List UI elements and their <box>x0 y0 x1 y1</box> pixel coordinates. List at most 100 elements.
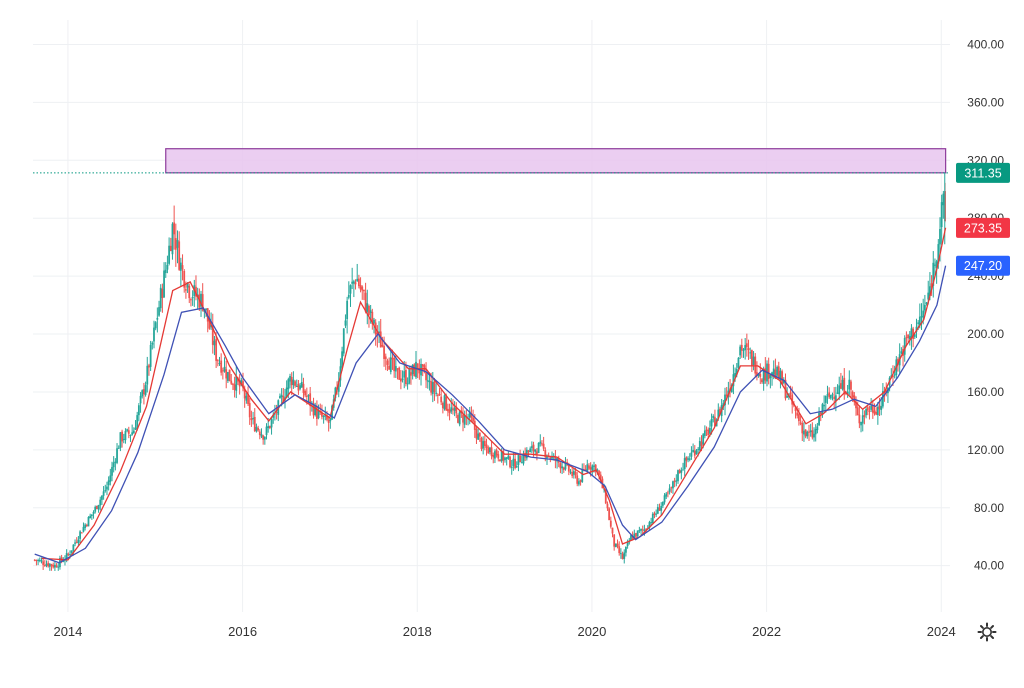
chart-settings-button[interactable] <box>975 620 999 644</box>
candle-body <box>85 524 88 526</box>
candle-body <box>940 202 943 228</box>
candle-body <box>796 412 799 416</box>
candle-body <box>616 543 619 547</box>
candle-body <box>749 352 752 354</box>
candle-body <box>777 366 780 379</box>
candle-body <box>275 411 278 413</box>
candle-body <box>818 412 820 426</box>
candle-body <box>510 466 513 468</box>
candle-body <box>811 430 814 438</box>
candle-body <box>719 408 721 415</box>
candle-body <box>97 504 100 510</box>
candle-body <box>655 513 658 515</box>
candle-body <box>939 229 941 245</box>
x-tick-label: 2014 <box>53 624 82 639</box>
candle-body <box>937 244 940 264</box>
candle-body <box>52 565 55 568</box>
candle-body <box>262 435 265 440</box>
candle-body <box>571 471 574 476</box>
candle-body <box>814 429 817 435</box>
candle-body <box>638 530 641 532</box>
candle-body <box>334 387 337 399</box>
candle-body <box>522 454 525 464</box>
candle-body <box>490 447 493 457</box>
candle-body <box>648 522 651 528</box>
candle-body <box>445 396 448 411</box>
candle-body <box>354 282 357 285</box>
candle-body <box>678 470 681 474</box>
candle-body <box>359 285 362 290</box>
candle-body <box>920 316 923 318</box>
candle-body <box>744 345 747 351</box>
candle-body <box>351 281 354 284</box>
candle-body <box>633 533 636 538</box>
candle-body <box>280 394 283 398</box>
candle-body <box>270 419 273 428</box>
candle-body <box>185 289 187 291</box>
candle-body <box>772 368 775 375</box>
candle-body <box>537 442 540 454</box>
x-tick-label: 2024 <box>927 624 956 639</box>
candle-body <box>658 507 661 511</box>
candle-body <box>643 529 646 531</box>
candle-body <box>364 292 367 312</box>
candle-body <box>205 308 207 310</box>
candle-body <box>690 452 693 457</box>
x-tick-label: 2018 <box>403 624 432 639</box>
candle-body <box>663 495 666 503</box>
candle-body <box>431 381 434 395</box>
candle-body <box>764 368 767 381</box>
candle-body <box>809 430 812 433</box>
candle-body <box>139 395 142 404</box>
y-tick-label: 160.00 <box>967 385 1004 399</box>
candle-body <box>507 455 510 459</box>
candle-body <box>900 351 903 354</box>
candle-body <box>761 379 763 383</box>
candle-body <box>709 428 711 434</box>
candle-body <box>438 394 441 396</box>
candle-body <box>168 245 171 264</box>
candle-body <box>942 193 945 206</box>
candle-body <box>255 426 258 432</box>
moving-average-fast-line <box>41 227 947 561</box>
candle-body <box>497 454 500 459</box>
candle-body <box>250 418 253 421</box>
candle-body <box>121 431 123 442</box>
candle-body <box>542 443 545 449</box>
candle-body <box>801 423 804 434</box>
y-tick-label: 80.00 <box>974 501 1004 515</box>
candle-body <box>677 470 679 482</box>
candle-body <box>546 456 548 459</box>
candle-body <box>349 285 352 294</box>
candle-body <box>126 429 129 431</box>
candle-body <box>408 369 411 384</box>
candle-body <box>450 407 453 412</box>
candle-body <box>782 380 785 383</box>
candle-body <box>104 490 107 492</box>
candle-body <box>823 405 826 407</box>
candle-body <box>907 334 909 339</box>
candle-body <box>834 395 837 402</box>
candle-body <box>151 342 154 345</box>
candle-body <box>843 377 846 395</box>
candle-body <box>153 327 155 342</box>
candle-body <box>225 369 228 379</box>
candle-body <box>223 366 226 372</box>
candle-body <box>346 300 349 320</box>
candle-body <box>757 373 760 377</box>
candle-body <box>682 469 684 471</box>
candle-body <box>161 288 164 299</box>
candle-body <box>114 461 117 463</box>
candle-body <box>55 565 58 568</box>
ma-fast-badge <box>956 217 1010 238</box>
candle-body <box>74 542 76 544</box>
candle-body <box>530 446 533 448</box>
candle-body <box>379 331 382 348</box>
candle-body <box>609 520 612 527</box>
candle-body <box>710 419 713 427</box>
candle-body <box>804 429 807 437</box>
candle-body <box>285 387 288 398</box>
resistance-zone[interactable] <box>165 148 947 174</box>
